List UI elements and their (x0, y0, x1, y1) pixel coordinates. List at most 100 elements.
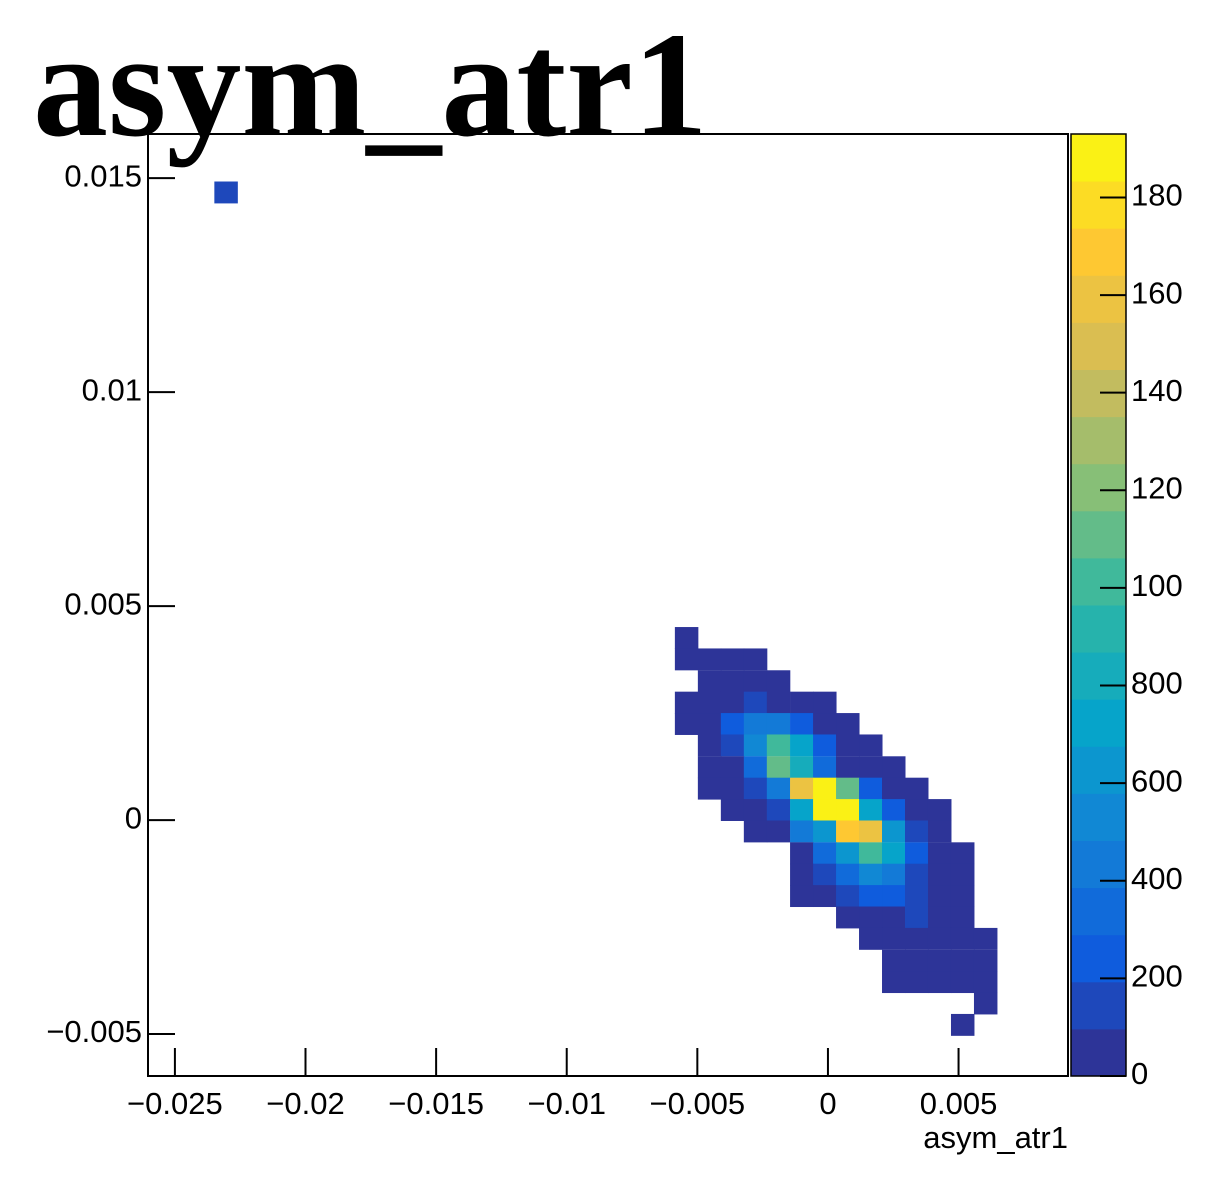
cell (813, 863, 837, 886)
colorbar-band (1071, 416, 1126, 465)
cell (905, 927, 929, 950)
cell (927, 842, 952, 865)
cell (836, 842, 860, 865)
cell (697, 756, 722, 779)
cell (743, 648, 768, 671)
y-tick-label: 0.01 (82, 372, 142, 407)
colorbar-band (1071, 228, 1126, 276)
cell (790, 820, 814, 843)
cell (859, 927, 883, 950)
cell (905, 777, 929, 800)
cell (790, 713, 814, 735)
cell (882, 971, 906, 994)
colorbar-tick-label: 10000 (1131, 568, 1216, 603)
cell (743, 820, 768, 843)
cell (674, 627, 699, 649)
cell (927, 927, 952, 950)
cell (859, 820, 883, 843)
cell (836, 713, 860, 735)
colorbar-band (1071, 981, 1126, 1030)
cell (882, 756, 906, 779)
cell (973, 971, 998, 994)
cell (766, 799, 791, 821)
cell (720, 734, 745, 757)
cell (950, 885, 975, 908)
cell (905, 906, 929, 929)
colorbar-tick-label: 2000 (1131, 959, 1200, 994)
cell (720, 648, 745, 671)
cell (927, 885, 952, 908)
y-tick-label: 0.015 (64, 158, 142, 193)
cell (927, 863, 952, 886)
cell (720, 691, 745, 714)
colorbar-tick-label: 16000 (1131, 275, 1216, 310)
colorbar-tick-label: 8000 (1131, 666, 1200, 701)
colorbar-tick-label: 4000 (1131, 861, 1200, 896)
cell (743, 713, 768, 735)
x-tick-label: 0 (819, 1086, 836, 1121)
cell (836, 777, 860, 800)
cell (836, 756, 860, 779)
cell (905, 799, 929, 821)
cell (790, 885, 814, 908)
cell (950, 949, 975, 972)
cell (697, 713, 722, 735)
colorbar-band (1071, 793, 1126, 841)
cell (790, 863, 814, 886)
cell (813, 885, 837, 908)
cell (674, 691, 699, 714)
cell (836, 799, 860, 821)
colorbar-tick-label: 14000 (1131, 373, 1216, 408)
cell (950, 971, 975, 994)
cell (836, 734, 860, 757)
cell (743, 734, 768, 757)
colorbar-band (1071, 557, 1126, 606)
cell (813, 734, 837, 757)
cell (813, 820, 837, 843)
x-tick-label: −0.005 (649, 1086, 745, 1121)
cell (905, 820, 929, 843)
cell (905, 885, 929, 908)
cell (790, 777, 814, 800)
cell (790, 842, 814, 865)
cell (882, 906, 906, 929)
chart-title: asym_atr1 (33, 2, 708, 168)
frame (147, 133, 1069, 1077)
cell (813, 691, 837, 714)
cell (927, 820, 952, 843)
cell (882, 927, 906, 950)
cell (950, 863, 975, 886)
cell (743, 691, 768, 714)
colorbar-band (1071, 699, 1126, 747)
cell (813, 799, 837, 821)
cell (674, 648, 699, 671)
y-tick-label: −0.005 (46, 1014, 142, 1049)
cell (813, 842, 837, 865)
cell (905, 842, 929, 865)
cell (720, 756, 745, 779)
colorbar-tick-label: 12000 (1131, 470, 1216, 505)
colorbar-band (1071, 181, 1126, 229)
cell (720, 670, 745, 693)
cell (859, 885, 883, 908)
cell (882, 820, 906, 843)
cell (859, 756, 883, 779)
cell (720, 777, 745, 800)
cell (790, 734, 814, 757)
x-tick-label: −0.025 (127, 1086, 223, 1121)
cell (950, 927, 975, 950)
cell (720, 799, 745, 821)
cell (674, 713, 699, 735)
cell (905, 949, 929, 972)
cell (859, 777, 883, 800)
cell (836, 906, 860, 929)
colorbar-band (1071, 1028, 1126, 1077)
colorbar-band (1071, 652, 1126, 700)
colorbar-band (1071, 134, 1126, 182)
cell (905, 863, 929, 886)
cell (950, 1013, 975, 1036)
colorbar-tick-label: 6000 (1131, 763, 1200, 798)
cell (766, 691, 791, 714)
cell (214, 181, 238, 204)
colorbar-tick-label: 0 (1131, 1056, 1148, 1091)
